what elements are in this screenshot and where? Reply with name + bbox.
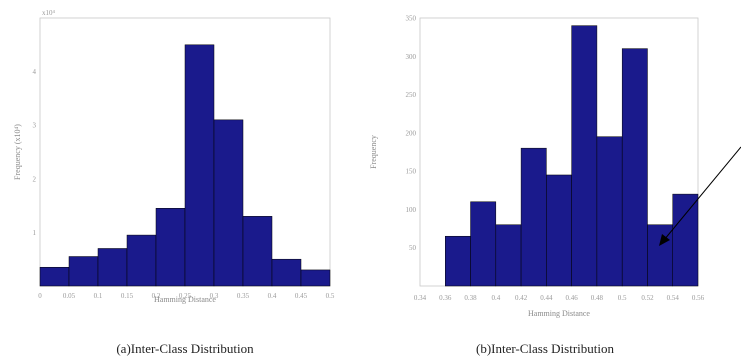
chart-a-y-axis-label: Frequency (x10⁴) [13, 124, 22, 180]
bar [213, 119, 244, 287]
y-tick-label: 150 [406, 168, 417, 176]
y-tick-label: 3 [33, 122, 37, 130]
chart-a-x-ticks: 0 0.05 0.1 0.15 0.2 0.25 0.3 0.35 0.4 0.45 0.5 [38, 292, 335, 300]
bar [546, 174, 572, 287]
y-tick-label: 4 [33, 68, 37, 76]
x-tick-label: 0.44 [540, 294, 553, 302]
x-tick-label: 0.54 [667, 294, 680, 302]
x-tick-label: 0.05 [63, 292, 76, 300]
x-tick-label: 0.15 [121, 292, 134, 300]
bar [242, 216, 273, 287]
x-tick-label: 0.42 [515, 294, 528, 302]
annotation-arrow [663, 146, 741, 241]
bar [495, 224, 522, 287]
x-tick-label: 0.35 [237, 292, 250, 300]
x-tick-label: 0.5 [618, 294, 627, 302]
y-tick-label: 300 [406, 53, 417, 61]
chart-a-x-axis-label: Hamming Distance [154, 295, 216, 304]
x-tick-label: 0 [38, 292, 42, 300]
x-tick-label: 0.5 [326, 292, 335, 300]
bar [300, 269, 331, 287]
bar [39, 266, 70, 287]
chart-b-y-axis-label: Frequency [369, 135, 378, 169]
x-tick-label: 0.48 [591, 294, 604, 302]
bar [672, 193, 699, 287]
chart-b-bars [445, 25, 699, 287]
chart-a-caption: (a)Inter-Class Distribution [116, 341, 254, 356]
annotation-arrowhead-icon [659, 234, 670, 246]
bar [596, 136, 623, 287]
bar [155, 208, 186, 287]
x-tick-label: 0.1 [94, 292, 103, 300]
bar [126, 234, 157, 287]
bar [271, 258, 302, 287]
x-tick-label: 0.4 [491, 294, 500, 302]
x-tick-label: 0.52 [641, 294, 654, 302]
bar [571, 25, 598, 287]
x-tick-label: 0.34 [414, 294, 427, 302]
x-tick-label: 0.25 [179, 292, 192, 300]
y-tick-label: 350 [406, 15, 417, 23]
bar [445, 235, 471, 287]
chart-b-y-ticks: 50 100 150 200 250 300 350 [406, 15, 417, 253]
x-tick-label: 0.45 [295, 292, 308, 300]
chart-a: 0 0.05 0.1 0.15 0.2 0.25 0.3 0.35 0.4 0.45 0.5 1 2 3… [13, 9, 335, 356]
y-tick-label: 50 [409, 244, 417, 252]
x-tick-label: 0.3 [210, 292, 219, 300]
x-tick-label: 0.4 [268, 292, 277, 300]
x-tick-label: 0.56 [692, 294, 705, 302]
y-tick-label: 1 [33, 229, 37, 237]
chart-b-caption: (b)Inter-Class Distribution [476, 341, 615, 356]
y-tick-label: 200 [406, 129, 417, 137]
y-tick-label: 250 [406, 91, 417, 99]
chart-a-y-ticks: 1 2 3 4 [33, 68, 37, 237]
bar [184, 44, 215, 287]
bar [520, 147, 547, 287]
chart-b-x-ticks: 0.34 0.36 0.38 0.4 0.42 0.44 0.46 0.48 0.5 0.52 0.… [414, 294, 705, 302]
y-tick-label: 100 [406, 206, 417, 214]
chart-a-exponent-label: x10⁴ [42, 9, 56, 17]
x-tick-label: 0.36 [439, 294, 452, 302]
chart-b: 0.34 0.36 0.38 0.4 0.42 0.44 0.46 0.48 0.5 0.52 0.… [369, 15, 705, 357]
bar [97, 248, 128, 287]
y-tick-label: 2 [33, 175, 37, 183]
chart-a-bars [39, 44, 331, 287]
x-tick-label: 0.2 [152, 292, 161, 300]
chart-b-x-axis-label: Hamming Distance [528, 309, 590, 318]
x-tick-label: 0.46 [566, 294, 579, 302]
bar [68, 256, 99, 287]
x-tick-label: 0.38 [464, 294, 477, 302]
bar [621, 48, 648, 287]
bar [470, 201, 497, 287]
